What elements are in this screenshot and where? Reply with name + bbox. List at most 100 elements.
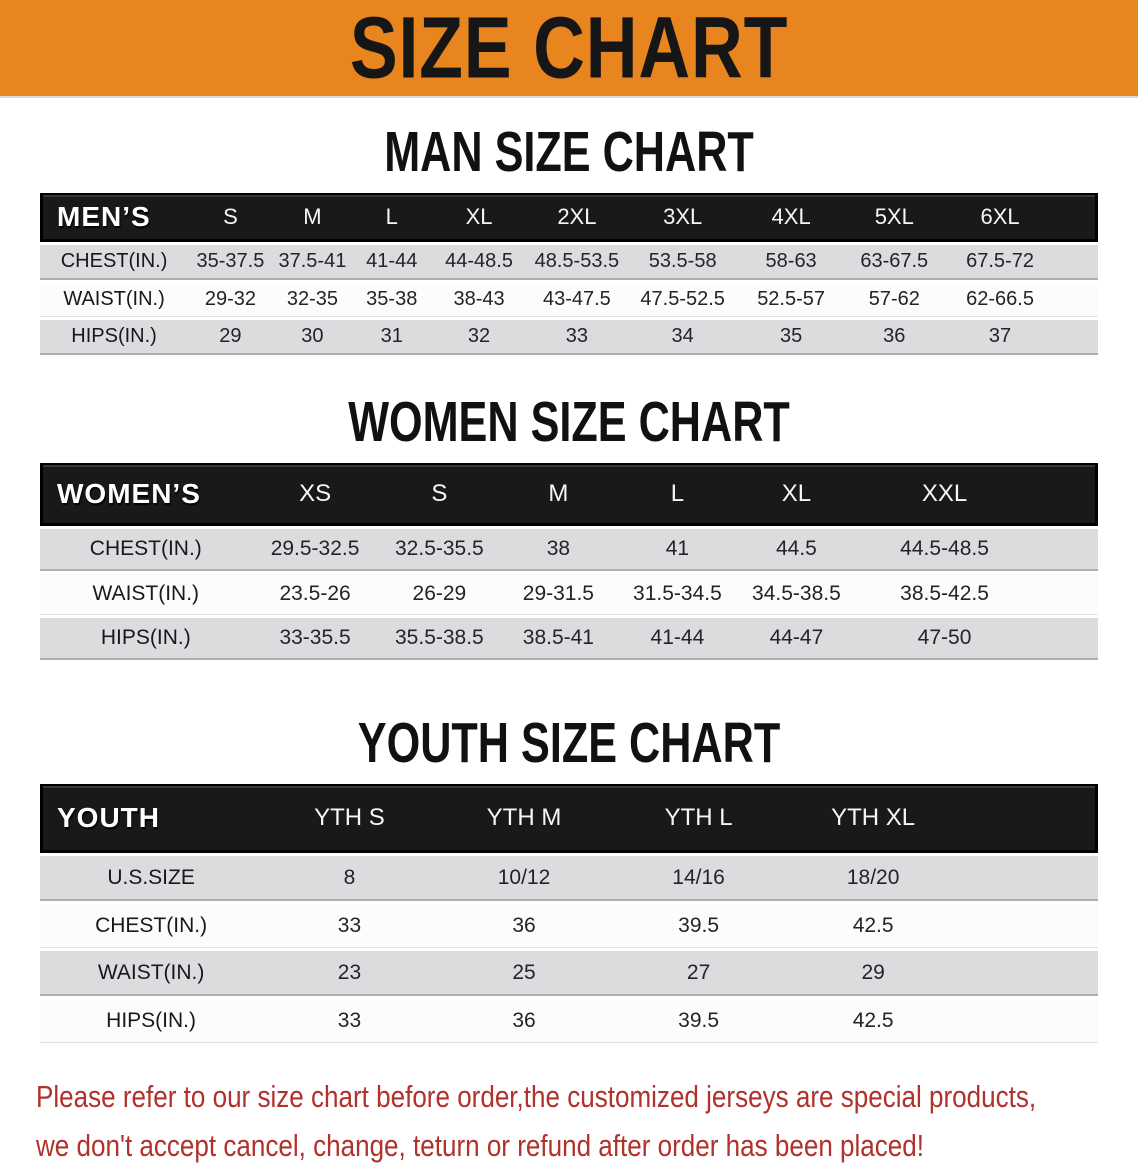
women-value-cell: 34.5-38.5 — [738, 574, 855, 615]
women-row-spacer-cell — [1034, 618, 1098, 660]
men-row-spacer-cell — [1055, 245, 1098, 280]
banner: SIZE CHART — [0, 0, 1138, 98]
women-table-corner-label: WOMEN’S — [40, 463, 252, 526]
men-size-col-header: XL — [431, 193, 527, 242]
men-size-col-header: L — [352, 193, 432, 242]
men-header-spacer-cell — [1055, 193, 1098, 242]
men-table-corner-label: MEN’S — [40, 193, 189, 242]
women-value-cell: 44.5-48.5 — [854, 529, 1035, 571]
women-size-col-header: XS — [251, 463, 379, 526]
youth-row-spacer-cell — [960, 904, 1098, 948]
men-value-cell: 32 — [431, 320, 527, 355]
men-size-col-header: 4XL — [738, 193, 845, 242]
youth-row-spacer-cell — [960, 999, 1098, 1043]
women-heading-wrap: WOMEN SIZE CHART — [0, 390, 1138, 454]
men-size-col-header: 5XL — [844, 193, 945, 242]
women-measurement-row: CHEST(IN.) 29.5-32.5 32.5-35.5 38 41 44.5 44.5… — [40, 529, 1098, 571]
women-value-cell: 23.5-26 — [251, 574, 379, 615]
men-section-heading: MAN SIZE CHART — [384, 120, 754, 184]
youth-value-cell: 25 — [436, 951, 612, 996]
women-row-label: HIPS(IN.) — [40, 618, 252, 660]
youth-header-spacer-cell — [960, 784, 1098, 853]
youth-value-cell: 42.5 — [785, 904, 961, 948]
men-heading-wrap: MAN SIZE CHART — [0, 120, 1138, 184]
youth-value-cell: 14/16 — [611, 856, 786, 901]
youth-measurement-row: CHEST(IN.) 33 36 39.5 42.5 — [40, 904, 1098, 948]
women-size-table: WOMEN’S XS S M L XL XXL CHEST(IN.) 29.5-32.5 32.5… — [40, 460, 1098, 663]
youth-row-spacer-cell — [960, 856, 1098, 901]
youth-value-cell: 10/12 — [436, 856, 612, 901]
men-value-cell: 37 — [944, 320, 1056, 355]
men-measurement-row: WAIST(IN.) 29-32 32-35 35-38 38-43 43-47.5 47.… — [40, 283, 1098, 317]
men-value-cell: 32-35 — [272, 283, 353, 317]
youth-row-label: CHEST(IN.) — [40, 904, 263, 948]
women-value-cell: 47-50 — [854, 618, 1035, 660]
men-value-cell: 53.5-58 — [627, 245, 739, 280]
women-size-section: WOMEN SIZE CHART WOMEN’S XS S M L XL XXL CHEST(… — [0, 390, 1138, 663]
youth-size-col-header: YTH XL — [785, 784, 961, 853]
women-measurement-row: WAIST(IN.) 23.5-26 26-29 29-31.5 31.5-34.5 34… — [40, 574, 1098, 615]
youth-table-header-row: YOUTH YTH S YTH M YTH L YTH XL — [40, 784, 1098, 853]
women-table-host: WOMEN’S XS S M L XL XXL CHEST(IN.) 29.5-32.5 32.5… — [40, 460, 1098, 663]
men-value-cell: 43-47.5 — [526, 283, 628, 317]
men-value-cell: 44-48.5 — [431, 245, 527, 280]
footer-disclaimer-line2: we don't accept cancel, change, teturn o… — [36, 1128, 925, 1163]
men-row-label: CHEST(IN.) — [40, 245, 189, 280]
youth-size-col-header: YTH M — [436, 784, 612, 853]
youth-value-cell: 23 — [262, 951, 437, 996]
youth-heading-wrap: YOUTH SIZE CHART — [0, 711, 1138, 775]
men-table-host: MEN’S S M L XL 2XL 3XL 4XL 5XL 6XL CHEST(IN.) 35-37… — [40, 190, 1098, 358]
men-value-cell: 36 — [844, 320, 945, 355]
women-value-cell: 35.5-38.5 — [378, 618, 501, 660]
women-row-label: CHEST(IN.) — [40, 529, 252, 571]
youth-size-table: YOUTH YTH S YTH M YTH L YTH XL U.S.SIZE 8 10/12… — [40, 781, 1098, 1046]
youth-value-cell: 29 — [785, 951, 961, 996]
women-value-cell: 31.5-34.5 — [616, 574, 739, 615]
men-value-cell: 31 — [352, 320, 432, 355]
men-value-cell: 33 — [526, 320, 628, 355]
women-size-col-header: S — [378, 463, 501, 526]
youth-value-cell: 36 — [436, 904, 612, 948]
women-value-cell: 26-29 — [378, 574, 501, 615]
women-value-cell: 41 — [616, 529, 739, 571]
men-value-cell: 30 — [272, 320, 353, 355]
men-row-spacer-cell — [1055, 283, 1098, 317]
women-size-col-header: M — [500, 463, 617, 526]
women-row-spacer-cell — [1034, 574, 1098, 615]
youth-value-cell: 36 — [436, 999, 612, 1043]
men-table-header-row: MEN’S S M L XL 2XL 3XL 4XL 5XL 6XL — [40, 193, 1098, 242]
youth-row-spacer-cell — [960, 951, 1098, 996]
men-measurement-row: HIPS(IN.) 29 30 31 32 33 34 35 36 37 — [40, 320, 1098, 355]
women-table-header-row: WOMEN’S XS S M L XL XXL — [40, 463, 1098, 526]
women-header-spacer-cell — [1034, 463, 1098, 526]
men-value-cell: 52.5-57 — [738, 283, 845, 317]
youth-value-cell: 33 — [262, 999, 437, 1043]
women-value-cell: 32.5-35.5 — [378, 529, 501, 571]
men-value-cell: 29 — [188, 320, 273, 355]
men-size-col-header: 2XL — [526, 193, 628, 242]
men-value-cell: 57-62 — [844, 283, 945, 317]
men-size-section: MAN SIZE CHART MEN’S S M L XL 2XL 3XL 4XL 5XL 6XL… — [0, 120, 1138, 358]
women-section-heading: WOMEN SIZE CHART — [348, 390, 790, 454]
men-value-cell: 35-37.5 — [188, 245, 273, 280]
women-value-cell: 29.5-32.5 — [251, 529, 379, 571]
youth-row-label: U.S.SIZE — [40, 856, 263, 901]
youth-size-col-header: YTH S — [262, 784, 437, 853]
youth-section-heading: YOUTH SIZE CHART — [357, 711, 781, 775]
youth-value-cell: 39.5 — [611, 904, 786, 948]
men-value-cell: 29-32 — [188, 283, 273, 317]
men-row-spacer-cell — [1055, 320, 1098, 355]
women-value-cell: 44-47 — [738, 618, 855, 660]
women-value-cell: 44.5 — [738, 529, 855, 571]
youth-row-label: WAIST(IN.) — [40, 951, 263, 996]
women-row-spacer-cell — [1034, 529, 1098, 571]
men-value-cell: 48.5-53.5 — [526, 245, 628, 280]
men-value-cell: 63-67.5 — [844, 245, 945, 280]
women-measurement-row: HIPS(IN.) 33-35.5 35.5-38.5 38.5-41 41-44 44-… — [40, 618, 1098, 660]
page-title: SIZE CHART — [349, 0, 789, 97]
women-size-col-header: XL — [738, 463, 855, 526]
youth-size-section: YOUTH SIZE CHART YOUTH YTH S YTH M YTH L YTH… — [0, 711, 1138, 1046]
women-size-col-header: XXL — [854, 463, 1035, 526]
women-value-cell: 38 — [500, 529, 617, 571]
women-value-cell: 38.5-42.5 — [854, 574, 1035, 615]
